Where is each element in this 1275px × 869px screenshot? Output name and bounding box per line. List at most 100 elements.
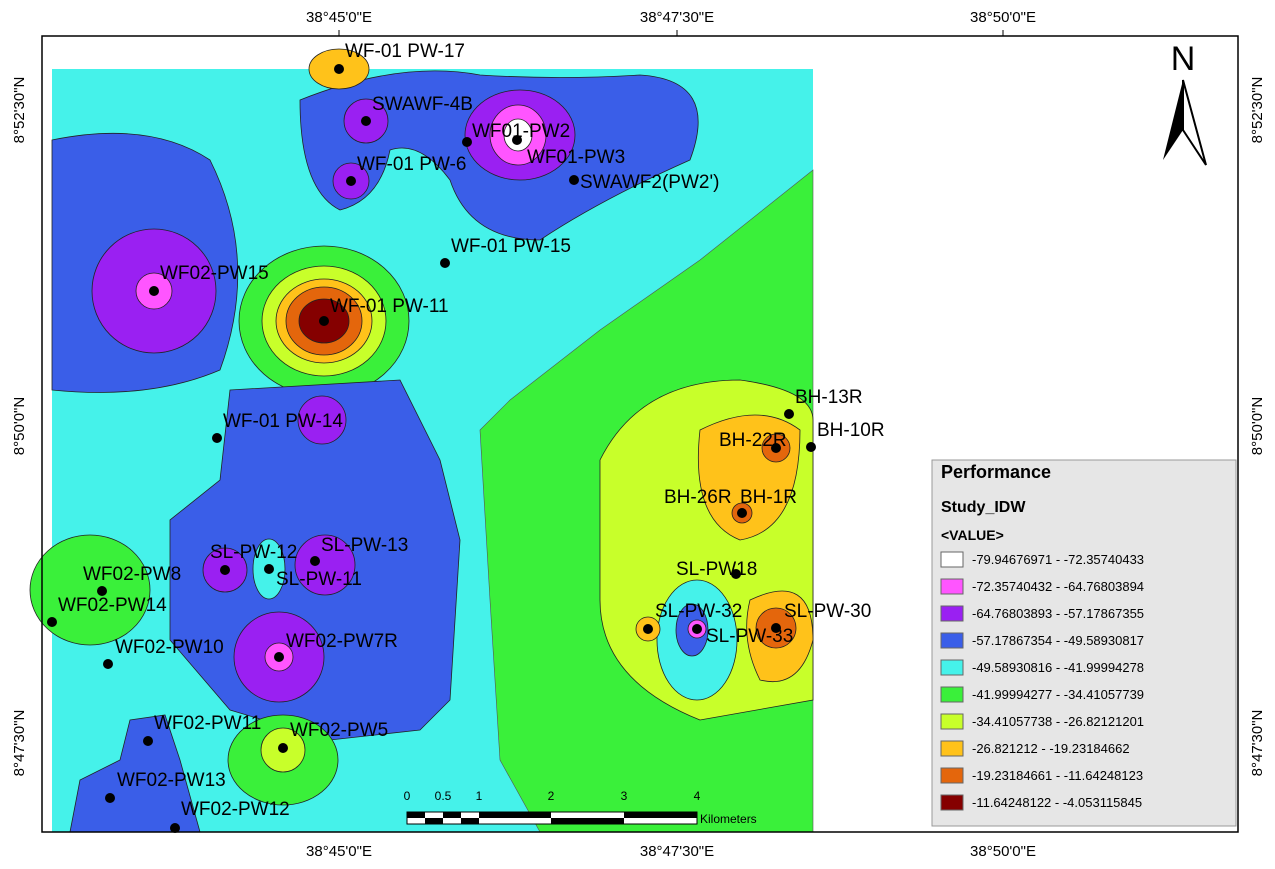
well-label: WF02-PW5 bbox=[290, 720, 388, 741]
well-point bbox=[569, 175, 579, 185]
well-point bbox=[310, 556, 320, 566]
legend-swatch bbox=[941, 633, 963, 648]
well-label: WF01-PW3 bbox=[527, 147, 625, 168]
x-coord-top: 38°50'0"E bbox=[970, 9, 1036, 26]
well-label: WF02-PW11 bbox=[154, 713, 261, 734]
x-coord-bottom: 38°45'0"E bbox=[306, 843, 372, 860]
scale-tick-label: 0 bbox=[404, 789, 411, 803]
well-label: SL-PW-33 bbox=[706, 626, 793, 647]
scale-tick-label: 3 bbox=[621, 789, 628, 803]
legend-swatch bbox=[941, 768, 963, 783]
well-label: SWAWF2(PW2') bbox=[580, 172, 719, 193]
well-point bbox=[806, 442, 816, 452]
well-point bbox=[334, 64, 344, 74]
legend-label: -26.821212 - -19.23184662 bbox=[972, 741, 1130, 756]
scale-tick-label: 4 bbox=[694, 789, 701, 803]
well-point bbox=[274, 652, 284, 662]
x-coord-top: 38°45'0"E bbox=[306, 9, 372, 26]
well-point bbox=[512, 135, 522, 145]
well-label: WF02-PW13 bbox=[117, 770, 226, 791]
well-label: BH-1R bbox=[740, 487, 797, 508]
well-label: WF02-PW8 bbox=[83, 564, 181, 585]
y-coord-left: 8°47'30"N bbox=[11, 710, 28, 777]
map-figure: N Kilometers Performance Study_IDW <VALU… bbox=[0, 0, 1275, 864]
well-label: WF02-PW10 bbox=[115, 637, 224, 658]
legend-swatch bbox=[941, 579, 963, 594]
well-point bbox=[737, 508, 747, 518]
legend-swatch bbox=[941, 741, 963, 756]
well-label: SWAWF-4B bbox=[372, 94, 473, 115]
legend-swatch bbox=[941, 552, 963, 567]
legend-label: -49.58930816 - -41.99994278 bbox=[972, 660, 1144, 675]
well-label: WF02-PW15 bbox=[160, 263, 269, 284]
x-coord-bottom: 38°47'30"E bbox=[640, 843, 714, 860]
x-coord-top: 38°47'30"E bbox=[640, 9, 714, 26]
well-point bbox=[784, 409, 794, 419]
well-point bbox=[440, 258, 450, 268]
legend-label: -34.41057738 - -26.82121201 bbox=[972, 714, 1144, 729]
legend-swatch bbox=[941, 714, 963, 729]
well-label: SL-PW-12 bbox=[210, 542, 297, 563]
scale-tick-label: 2 bbox=[548, 789, 555, 803]
y-coord-left: 8°50'0"N bbox=[11, 397, 28, 455]
well-point bbox=[643, 624, 653, 634]
well-point bbox=[462, 137, 472, 147]
well-label: WF-01 PW-17 bbox=[345, 41, 465, 62]
well-point bbox=[212, 433, 222, 443]
legend-label: -19.23184661 - -11.64248123 bbox=[972, 768, 1143, 783]
well-point bbox=[264, 564, 274, 574]
well-label: WF02-PW14 bbox=[58, 595, 167, 616]
well-label: SL-PW-32 bbox=[655, 601, 742, 622]
well-point bbox=[170, 823, 180, 833]
well-point bbox=[143, 736, 153, 746]
legend-swatch bbox=[941, 660, 963, 675]
legend-label: -57.17867354 - -49.58930817 bbox=[972, 633, 1144, 648]
well-label: BH-22R bbox=[719, 430, 787, 451]
legend-label: -41.99994277 - -34.41057739 bbox=[972, 687, 1144, 702]
well-point bbox=[361, 116, 371, 126]
well-point bbox=[319, 316, 329, 326]
legend-title: Performance bbox=[941, 462, 1051, 482]
well-label: BH-26R bbox=[664, 487, 732, 508]
y-coord-left: 8°52'30"N bbox=[11, 77, 28, 144]
well-label: WF-01 PW-14 bbox=[223, 411, 343, 432]
y-coord-right: 8°47'30"N bbox=[1249, 710, 1266, 777]
north-arrow: N bbox=[1163, 40, 1206, 165]
scale-tick-label: 1 bbox=[476, 789, 483, 803]
legend-swatch bbox=[941, 606, 963, 621]
well-point bbox=[103, 659, 113, 669]
scale-bar: Kilometers bbox=[407, 812, 757, 826]
well-label: BH-13R bbox=[795, 387, 863, 408]
well-label: WF02-PW7R bbox=[286, 631, 398, 652]
well-point bbox=[278, 743, 288, 753]
well-point bbox=[149, 286, 159, 296]
y-coord-right: 8°50'0"N bbox=[1249, 397, 1266, 455]
north-label: N bbox=[1171, 40, 1196, 78]
well-label: SL-PW-11 bbox=[276, 569, 362, 590]
legend-label: -64.76803893 - -57.17867355 bbox=[972, 606, 1144, 621]
well-label: WF-01 PW-15 bbox=[451, 236, 571, 257]
well-label: SL-PW-30 bbox=[784, 601, 871, 622]
legend: Performance Study_IDW <VALUE> -79.946769… bbox=[932, 460, 1236, 826]
legend-label: -79.94676971 - -72.35740433 bbox=[972, 552, 1144, 567]
well-point bbox=[47, 617, 57, 627]
well-label: BH-10R bbox=[817, 420, 885, 441]
well-point bbox=[346, 176, 356, 186]
well-label: SL-PW-13 bbox=[321, 535, 408, 556]
scale-unit: Kilometers bbox=[700, 812, 757, 826]
scale-tick-label: 0.5 bbox=[435, 789, 452, 803]
legend-swatch bbox=[941, 687, 963, 702]
well-label: WF-01 PW-11 bbox=[330, 296, 449, 317]
x-coord-bottom: 38°50'0"E bbox=[970, 843, 1036, 860]
well-label: WF-01 PW-6 bbox=[357, 154, 466, 175]
well-label: WF02-PW12 bbox=[181, 799, 290, 820]
legend-field: <VALUE> bbox=[941, 527, 1004, 543]
legend-label: -11.64248122 - -4.053115845 bbox=[972, 795, 1142, 810]
legend-swatch bbox=[941, 795, 963, 810]
well-label: SL-PW18 bbox=[676, 559, 757, 580]
y-coord-right: 8°52'30"N bbox=[1249, 77, 1266, 144]
well-point bbox=[105, 793, 115, 803]
legend-subtitle: Study_IDW bbox=[941, 499, 1026, 516]
well-point bbox=[220, 565, 230, 575]
legend-label: -72.35740432 - -64.76803894 bbox=[972, 579, 1144, 594]
